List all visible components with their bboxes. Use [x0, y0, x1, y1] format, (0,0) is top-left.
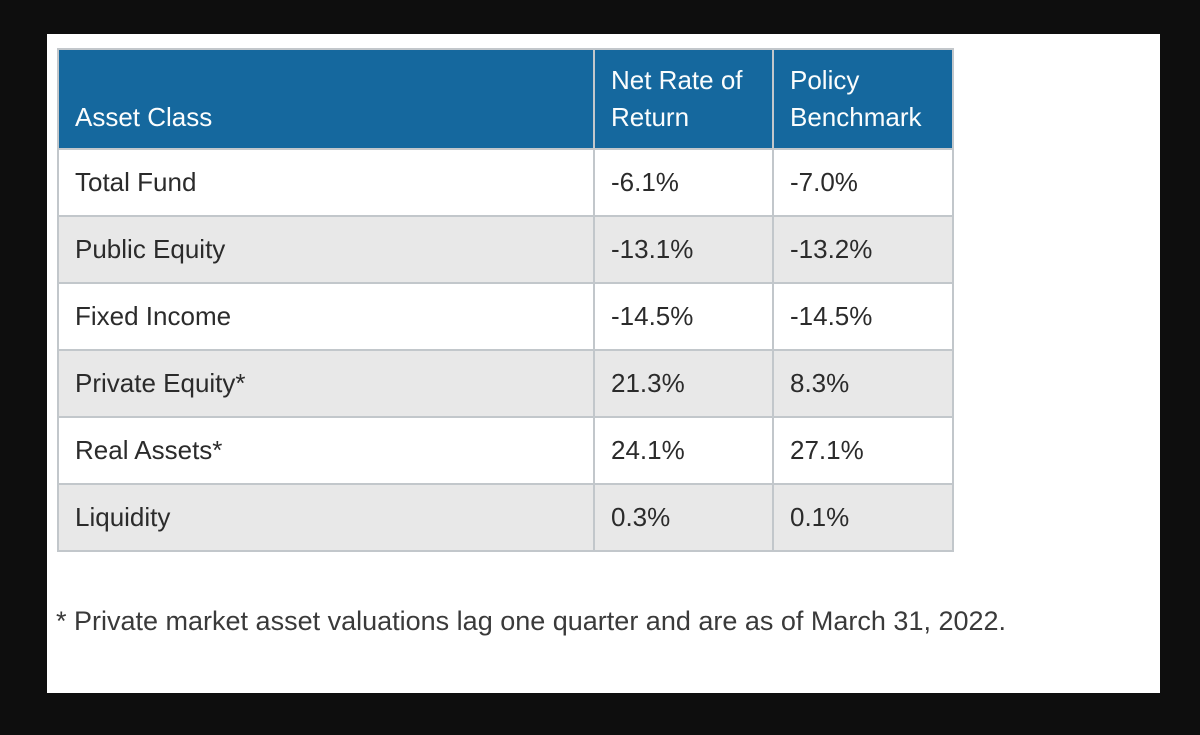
- cell-net-rate-of-return: 24.1%: [593, 416, 774, 485]
- cell-asset-class: Private Equity*: [57, 349, 595, 418]
- cell-asset-class: Total Fund: [57, 148, 595, 217]
- asset-class-returns-table: Asset Class Net Rate of Return Policy Be…: [57, 48, 954, 552]
- column-header-net-rate-of-return: Net Rate of Return: [593, 48, 774, 150]
- cell-asset-class: Public Equity: [57, 215, 595, 284]
- table-row-liquidity: Liquidity 0.3% 0.1%: [57, 483, 954, 552]
- table-row-total-fund: Total Fund -6.1% -7.0%: [57, 148, 954, 217]
- cell-net-rate-of-return: -6.1%: [593, 148, 774, 217]
- cell-policy-benchmark: 8.3%: [772, 349, 954, 418]
- cell-net-rate-of-return: 0.3%: [593, 483, 774, 552]
- cell-policy-benchmark: -7.0%: [772, 148, 954, 217]
- table-row-real-assets: Real Assets* 24.1% 27.1%: [57, 416, 954, 485]
- cell-policy-benchmark: 0.1%: [772, 483, 954, 552]
- content-panel: Asset Class Net Rate of Return Policy Be…: [47, 34, 1160, 693]
- column-header-asset-class: Asset Class: [57, 48, 595, 150]
- cell-asset-class: Liquidity: [57, 483, 595, 552]
- cell-net-rate-of-return: -14.5%: [593, 282, 774, 351]
- cell-net-rate-of-return: 21.3%: [593, 349, 774, 418]
- table-row-private-equity: Private Equity* 21.3% 8.3%: [57, 349, 954, 418]
- cell-policy-benchmark: -14.5%: [772, 282, 954, 351]
- cell-policy-benchmark: -13.2%: [772, 215, 954, 284]
- cell-asset-class: Fixed Income: [57, 282, 595, 351]
- table-header-row: Asset Class Net Rate of Return Policy Be…: [57, 48, 954, 150]
- cell-asset-class: Real Assets*: [57, 416, 595, 485]
- cell-net-rate-of-return: -13.1%: [593, 215, 774, 284]
- table-row-public-equity: Public Equity -13.1% -13.2%: [57, 215, 954, 284]
- column-header-policy-benchmark: Policy Benchmark: [772, 48, 954, 150]
- table-row-fixed-income: Fixed Income -14.5% -14.5%: [57, 282, 954, 351]
- cell-policy-benchmark: 27.1%: [772, 416, 954, 485]
- footnote: * Private market asset valuations lag on…: [56, 606, 1007, 636]
